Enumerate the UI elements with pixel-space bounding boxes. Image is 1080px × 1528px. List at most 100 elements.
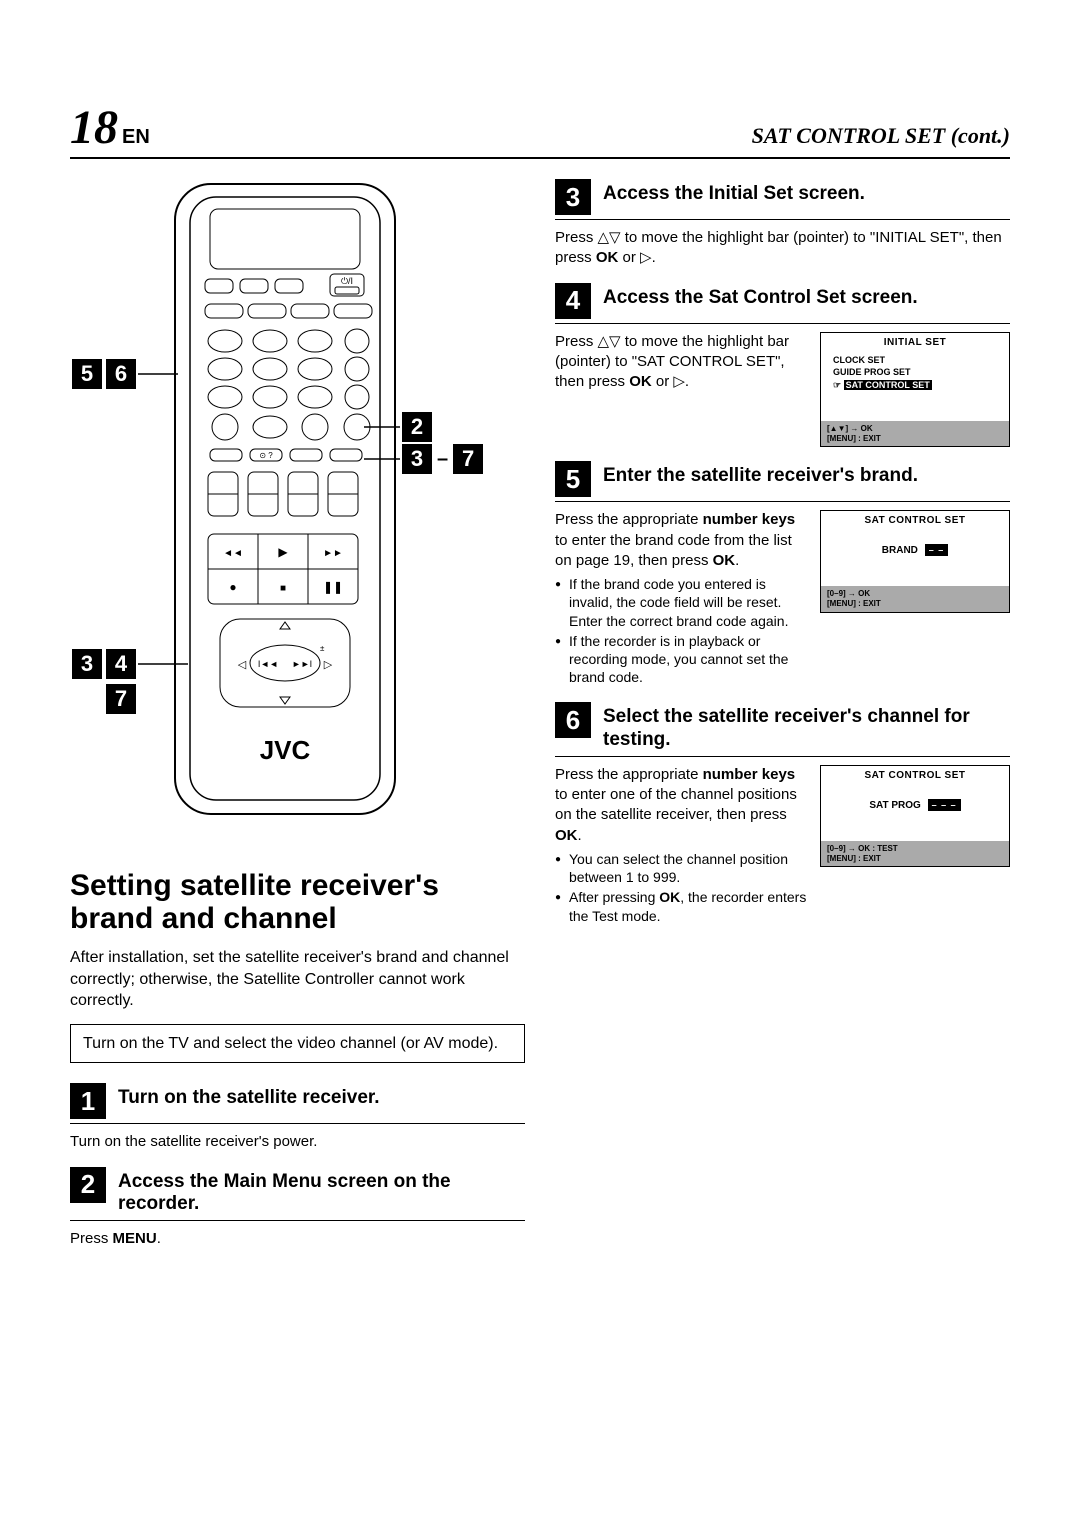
callout-2: 2 xyxy=(400,412,434,442)
svg-text:◄◄: ◄◄ xyxy=(223,548,243,559)
bullet-item: If the recorder is in playback or record… xyxy=(555,632,808,687)
osd-foot-line: [MENU] : EXIT xyxy=(827,434,1003,444)
page-number-block: 18EN xyxy=(70,100,150,155)
svg-text:−: − xyxy=(259,496,267,512)
page-number: 18 xyxy=(70,101,118,154)
svg-text:4: 4 xyxy=(222,365,228,376)
svg-text:▷: ▷ xyxy=(324,659,333,671)
osd-footer: [▲▼] → OK [MENU] : EXIT xyxy=(821,421,1009,446)
osd-title: INITIAL SET xyxy=(821,333,1009,352)
content-columns: ⏻/I 1 2 3 4 5 6 ⊕ 7 8 xyxy=(70,179,1010,1263)
text-bold: OK xyxy=(555,827,578,844)
svg-text:⊖: ⊖ xyxy=(352,422,361,434)
step-body: Turn on the satellite receiver's power. xyxy=(70,1132,525,1152)
step-3: 3 Access the Initial Set screen. Press △… xyxy=(555,179,1010,269)
osd-item: GUIDE PROG SET xyxy=(833,366,997,379)
bullet-list: If the brand code you entered is invalid… xyxy=(555,575,808,686)
bullet-item: You can select the channel position betw… xyxy=(555,850,808,886)
svg-text:+: + xyxy=(339,475,346,489)
text-bold: number keys xyxy=(703,766,796,783)
svg-text:−: − xyxy=(339,496,347,512)
svg-text:I◄◄: I◄◄ xyxy=(258,659,278,669)
callout-3-7: 3 – 7 xyxy=(400,444,485,474)
step-title: Access the Initial Set screen. xyxy=(603,179,865,206)
osd-value: – – xyxy=(925,544,949,556)
section-title: SAT CONTROL SET (cont.) xyxy=(752,123,1010,149)
text-bold: OK xyxy=(713,552,736,569)
osd-value: – – – xyxy=(928,799,961,811)
callout-num: 6 xyxy=(106,359,136,389)
callout-3-4: 3 4 xyxy=(70,649,188,679)
osd-body: CLOCK SET GUIDE PROG SET SAT CONTROL SET xyxy=(821,352,1009,422)
osd-title: SAT CONTROL SET xyxy=(821,511,1009,530)
osd-footer: [0–9] → OK : TEST [MENU] : EXIT xyxy=(821,841,1009,866)
step-body: Press the appropriate number keys to ent… xyxy=(555,765,808,927)
callout-dash: – xyxy=(434,448,451,471)
svg-text:↻: ↻ xyxy=(311,423,319,433)
svg-text:0: 0 xyxy=(267,423,273,434)
osd-brand: SAT CONTROL SET BRAND – – [0–9] → OK [ME… xyxy=(820,510,1010,612)
step-body: Press △▽ to move the highlight bar (poin… xyxy=(555,228,1010,269)
svg-text:◁: ◁ xyxy=(238,659,247,671)
svg-text:JVC: JVC xyxy=(260,735,311,765)
svg-text:1: 1 xyxy=(222,337,228,348)
callout-num: 7 xyxy=(106,684,136,714)
text: or ▷. xyxy=(618,249,655,266)
main-heading: Setting satellite receiver's brand and c… xyxy=(70,869,525,935)
text-bold: MENU xyxy=(113,1230,157,1247)
osd-sat-prog: SAT CONTROL SET SAT PROG – – – [0–9] → O… xyxy=(820,765,1010,867)
step-number: 6 xyxy=(555,702,591,738)
svg-text:7: 7 xyxy=(222,393,228,404)
step-number: 1 xyxy=(70,1083,106,1119)
svg-text:■: ■ xyxy=(280,583,286,594)
svg-text:+: + xyxy=(299,475,306,489)
step-6: 6 Select the satellite receiver's channe… xyxy=(555,702,1010,926)
osd-foot-line: [0–9] → OK xyxy=(827,589,1003,599)
svg-text:►►I: ►►I xyxy=(292,659,312,669)
step-body: Press MENU. xyxy=(70,1229,525,1249)
remote-diagram: ⏻/I 1 2 3 4 5 6 ⊕ 7 8 xyxy=(70,179,525,839)
svg-text:⊙ ?: ⊙ ? xyxy=(259,451,273,460)
callout-7: 7 xyxy=(104,684,138,714)
osd-item-highlighted: SAT CONTROL SET xyxy=(833,379,997,392)
svg-text:−: − xyxy=(299,496,307,512)
osd-footer: [0–9] → OK [MENU] : EXIT xyxy=(821,586,1009,611)
osd-foot-line: [MENU] : EXIT xyxy=(827,854,1003,864)
step-2: 2 Access the Main Menu screen on the rec… xyxy=(70,1167,525,1250)
svg-text:❚❚: ❚❚ xyxy=(323,580,343,594)
step-number: 2 xyxy=(70,1167,106,1203)
text-bold: OK xyxy=(629,373,652,390)
text: . xyxy=(157,1230,161,1247)
callout-num: 7 xyxy=(453,444,483,474)
step-title: Turn on the satellite receiver. xyxy=(118,1083,380,1110)
step-1: 1 Turn on the satellite receiver. Turn o… xyxy=(70,1083,525,1152)
right-column: 3 Access the Initial Set screen. Press △… xyxy=(555,179,1010,1263)
svg-text:◎: ◎ xyxy=(353,393,362,404)
callout-5-6: 5 6 xyxy=(70,359,178,389)
svg-text:►►: ►► xyxy=(323,548,343,559)
svg-text:6: 6 xyxy=(312,365,318,376)
callout-num: 2 xyxy=(402,412,432,442)
svg-text:▶: ▶ xyxy=(278,545,288,559)
osd-initial-set: INITIAL SET CLOCK SET GUIDE PROG SET SAT… xyxy=(820,332,1010,448)
remote-illustration: ⏻/I 1 2 3 4 5 6 ⊕ 7 8 xyxy=(170,179,400,819)
text: Press the appropriate xyxy=(555,766,703,783)
osd-label: SAT PROG xyxy=(869,800,920,811)
svg-text:3: 3 xyxy=(312,337,318,348)
svg-text:+: + xyxy=(259,475,266,489)
svg-text:−: − xyxy=(219,496,227,512)
page-lang: EN xyxy=(122,126,150,148)
bullet-item: If the brand code you entered is invalid… xyxy=(555,575,808,630)
text: Press xyxy=(70,1230,113,1247)
svg-text:±: ± xyxy=(320,644,325,653)
svg-text:9: 9 xyxy=(312,393,318,404)
text: Press the appropriate xyxy=(555,511,703,528)
text: to enter one of the channel positions on… xyxy=(555,786,797,823)
text-bold: number keys xyxy=(703,511,796,528)
step-4: 4 Access the Sat Control Set screen. Pre… xyxy=(555,283,1010,448)
osd-foot-line: [▲▼] → OK xyxy=(827,424,1003,434)
svg-text:5: 5 xyxy=(267,365,273,376)
step-title: Enter the satellite receiver's brand. xyxy=(603,461,918,488)
svg-text:●: ● xyxy=(229,580,236,594)
svg-text:⏻/I: ⏻/I xyxy=(341,276,353,286)
